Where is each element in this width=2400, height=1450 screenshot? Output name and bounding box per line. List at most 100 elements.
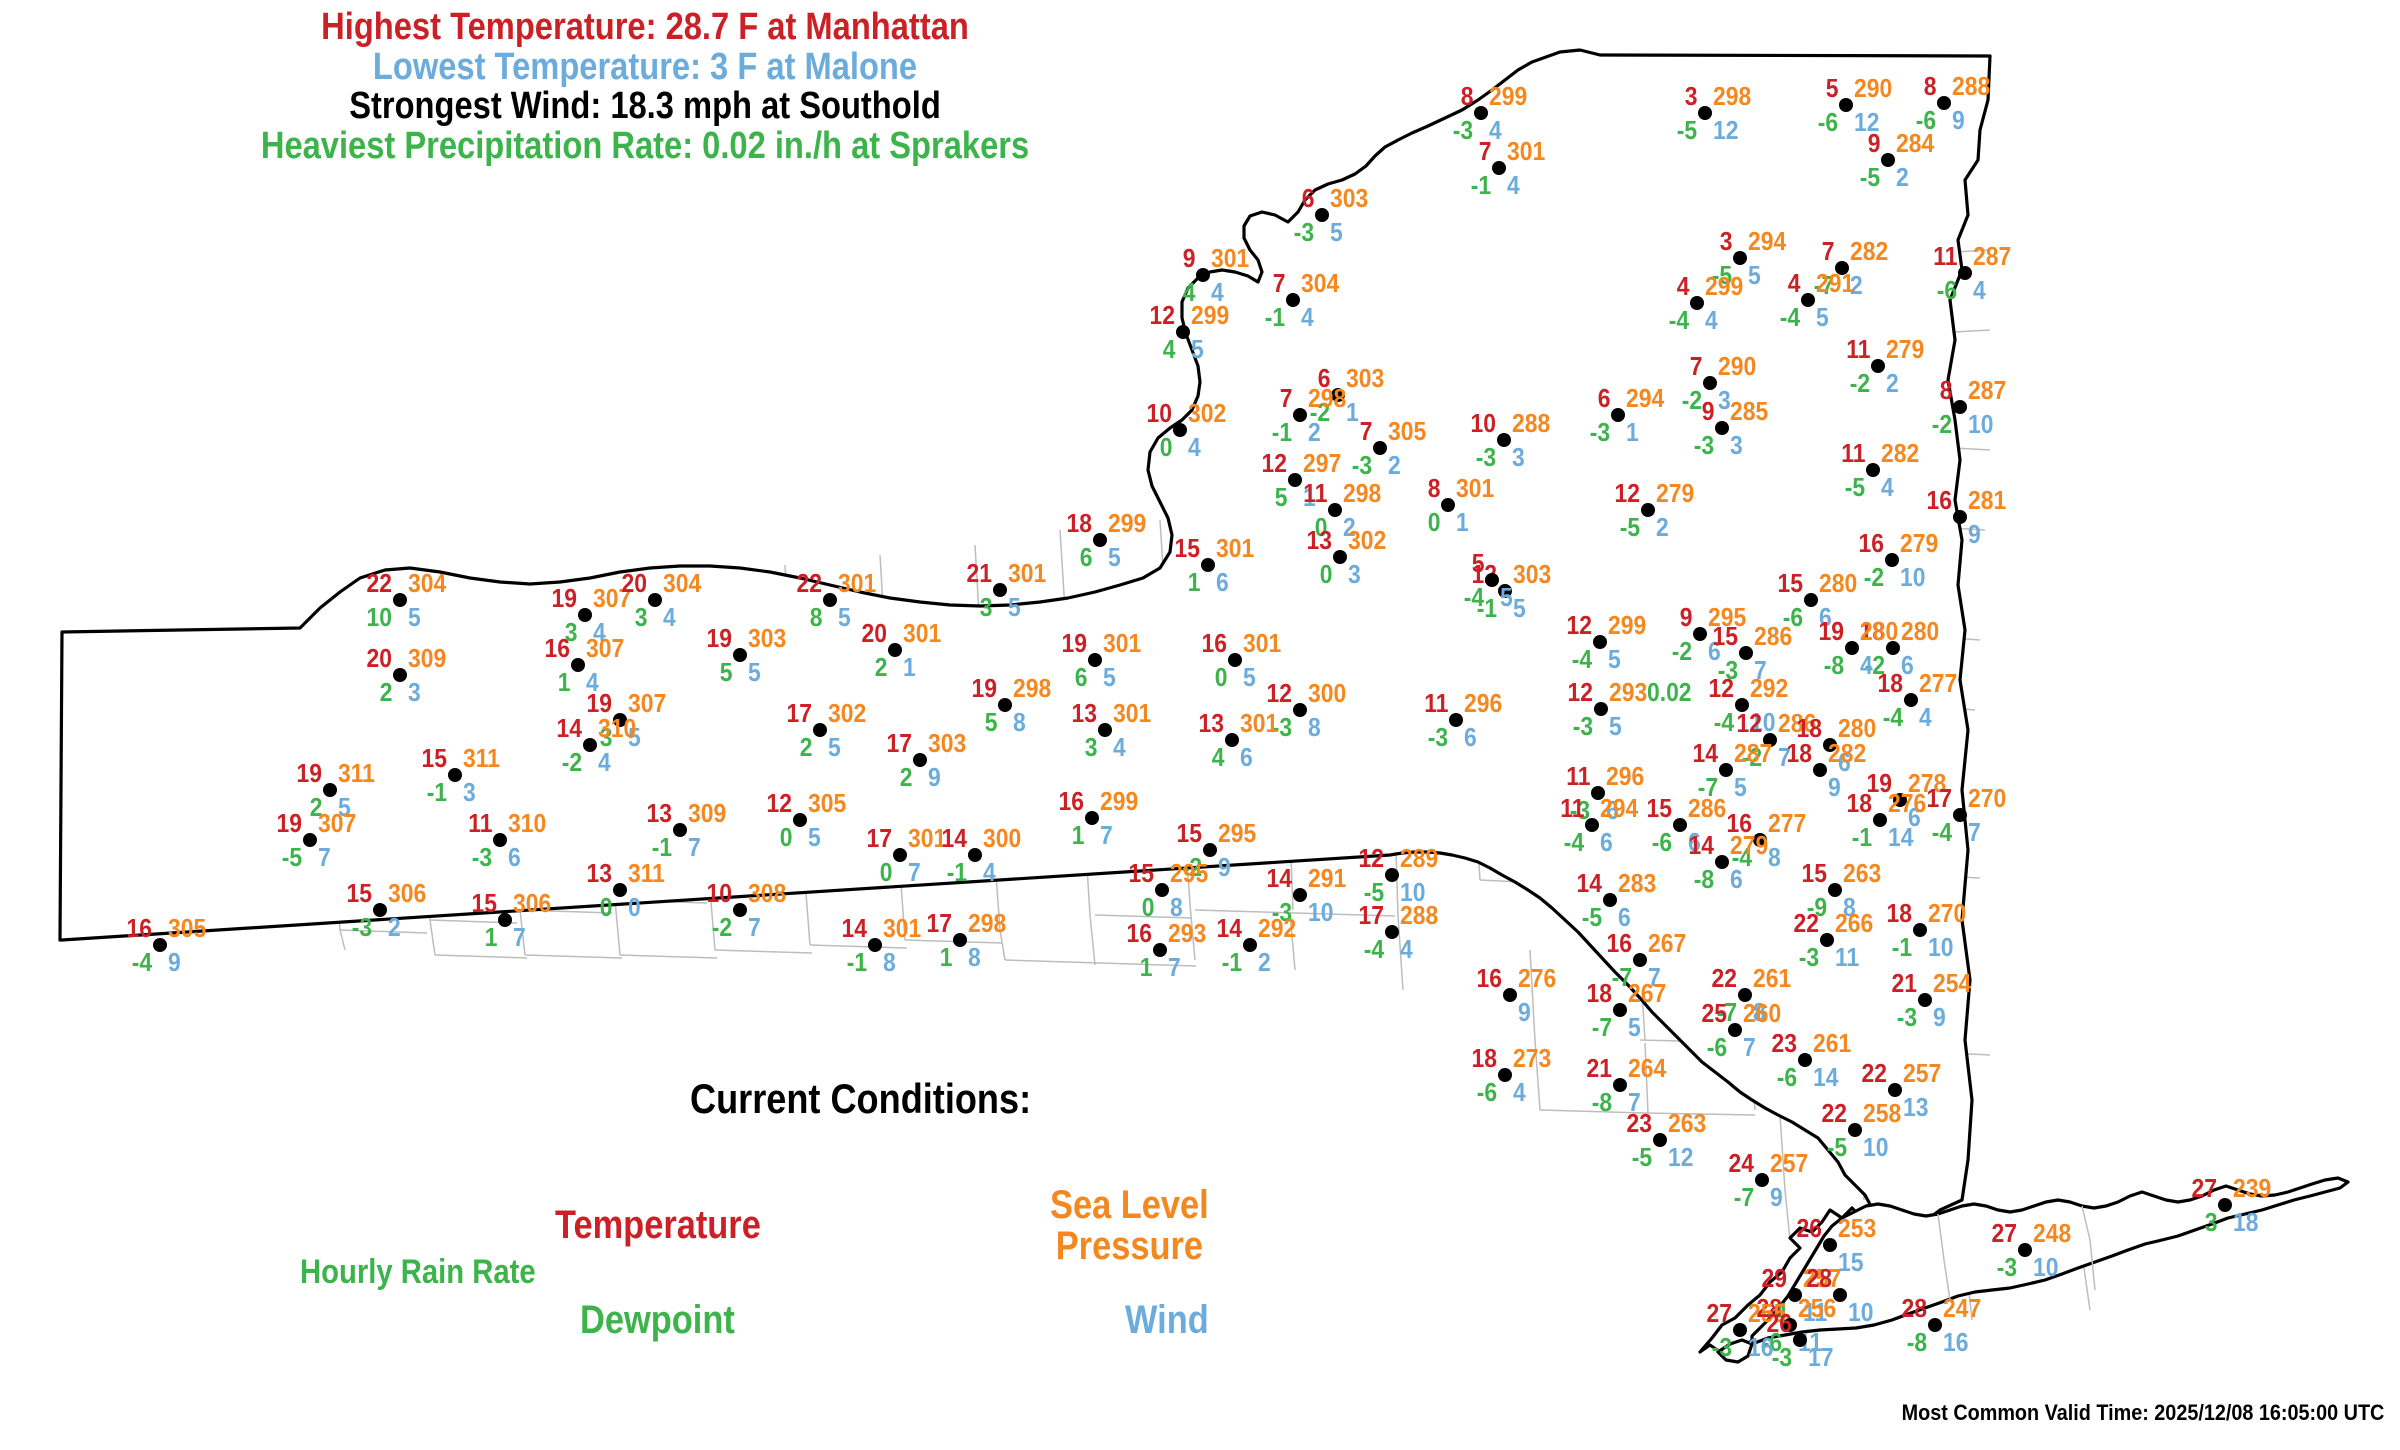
station-pressure: 287 bbox=[1968, 375, 2007, 405]
station-marker bbox=[888, 643, 902, 657]
station-dewpoint: -8 bbox=[1906, 1327, 1927, 1357]
station-temperature: 7 bbox=[1272, 268, 1285, 298]
station-temperature: 15 bbox=[1646, 793, 1672, 823]
station-wind: 10 bbox=[1928, 932, 1954, 962]
station-dewpoint: 6 bbox=[1074, 662, 1087, 692]
headline-block: Highest Temperature: 28.7 F at Manhattan… bbox=[0, 7, 1290, 166]
station-pressure: 301 bbox=[1240, 708, 1279, 738]
station-pressure: 264 bbox=[1628, 1053, 1667, 1083]
station-dewpoint: -5 bbox=[1859, 162, 1880, 192]
station-wind: 7 bbox=[513, 922, 526, 952]
station-temperature: 10 bbox=[706, 878, 732, 908]
station-marker bbox=[1715, 855, 1729, 869]
station-dewpoint: -4 bbox=[1668, 305, 1689, 335]
station-marker bbox=[1449, 713, 1463, 727]
station-pressure: 282 bbox=[1850, 236, 1889, 266]
station-temperature: 14 bbox=[1266, 863, 1292, 893]
station-temperature: 21 bbox=[966, 558, 992, 588]
long-island bbox=[1750, 1176, 2350, 1346]
station-marker bbox=[1673, 818, 1687, 832]
station-pressure: 263 bbox=[1843, 858, 1882, 888]
station-pressure: 311 bbox=[628, 858, 665, 888]
station-temperature: 21 bbox=[1586, 1053, 1612, 1083]
station-pressure: 281 bbox=[1968, 485, 2007, 515]
station-pressure: 304 bbox=[1301, 268, 1340, 298]
station-pressure: 303 bbox=[1346, 363, 1385, 393]
station-marker bbox=[1497, 433, 1511, 447]
station-wind: 9 bbox=[1952, 105, 1965, 135]
station-temperature: 6 bbox=[1301, 183, 1314, 213]
station-pressure: 257 bbox=[1770, 1148, 1809, 1178]
station-dewpoint: -4 bbox=[1571, 644, 1592, 674]
station-temperature: 11 bbox=[1302, 478, 1327, 508]
station-marker bbox=[1225, 733, 1239, 747]
station-temperature: 15 bbox=[421, 743, 447, 773]
station-temperature: 14 bbox=[1688, 830, 1714, 860]
station-temperature: 12 bbox=[766, 788, 792, 818]
station-dewpoint: -1 bbox=[1851, 822, 1872, 852]
station-pressure: 304 bbox=[408, 568, 447, 598]
station-marker bbox=[1755, 1173, 1769, 1187]
station-pressure: 279 bbox=[1886, 334, 1925, 364]
station-dewpoint: -1 bbox=[1476, 593, 1497, 623]
station-dewpoint: 3 bbox=[979, 592, 992, 622]
station-dewpoint: 3 bbox=[599, 722, 612, 752]
station-dewpoint: -3 bbox=[1271, 897, 1292, 927]
station-pressure: 239 bbox=[2233, 1173, 2272, 1203]
station-wind: 16 bbox=[1748, 1332, 1774, 1362]
station-marker bbox=[1693, 627, 1707, 641]
station-dewpoint: -6 bbox=[1915, 105, 1936, 135]
station-temperature: 18 bbox=[1786, 738, 1812, 768]
station-pressure: 305 bbox=[808, 788, 847, 818]
station-pressure: 303 bbox=[1330, 183, 1369, 213]
station-dewpoint: 5 bbox=[1274, 482, 1287, 512]
station-wind: 4 bbox=[663, 602, 676, 632]
station-dewpoint: -3 bbox=[1293, 217, 1314, 247]
station-marker bbox=[1839, 98, 1853, 112]
station-marker bbox=[1492, 161, 1506, 175]
station-temperature: 5 bbox=[1825, 73, 1838, 103]
station-dewpoint: -3 bbox=[1475, 442, 1496, 472]
station-temperature: 21 bbox=[1891, 968, 1917, 998]
station-wind: 12 bbox=[1854, 107, 1880, 137]
station-temperature: 22 bbox=[1861, 1058, 1887, 1088]
station-pressure: 277 bbox=[1768, 808, 1807, 838]
station-wind: 4 bbox=[1301, 302, 1314, 332]
station-temperature: 22 bbox=[796, 568, 822, 598]
station-marker bbox=[1633, 953, 1647, 967]
station-temperature: 13 bbox=[1071, 698, 1097, 728]
station-pressure: 256 bbox=[1798, 1293, 1837, 1323]
station-marker bbox=[1763, 733, 1777, 747]
station-pressure: 255 bbox=[1748, 1298, 1787, 1328]
station-pressure: 258 bbox=[1863, 1098, 1902, 1128]
station-wind: 6 bbox=[1819, 602, 1832, 632]
staten-island bbox=[1716, 1338, 1754, 1364]
station-wind: 5 bbox=[1628, 1012, 1641, 1042]
station-dewpoint: -6 bbox=[1936, 275, 1957, 305]
station-wind: 7 bbox=[318, 842, 331, 872]
legend-slp-line2: Pressure bbox=[1055, 1223, 1203, 1268]
station-wind: 5 bbox=[1609, 711, 1622, 741]
station-wind: 12 bbox=[1713, 115, 1739, 145]
station-pressure: 306 bbox=[513, 888, 552, 918]
station-dewpoint: 0 bbox=[1319, 559, 1332, 589]
station-dewpoint: -2 bbox=[561, 747, 582, 777]
station-temperature: 12 bbox=[1736, 708, 1762, 738]
station-wind: 6 bbox=[1838, 747, 1851, 777]
station-pressure: 302 bbox=[1348, 525, 1387, 555]
station-temperature: 15 bbox=[1128, 858, 1154, 888]
station-dewpoint: -5 bbox=[1631, 1142, 1652, 1172]
station-wind: 5 bbox=[408, 602, 421, 632]
station-wind: 5 bbox=[1734, 772, 1747, 802]
station-marker bbox=[1243, 938, 1257, 952]
station-marker bbox=[813, 723, 827, 737]
station-pressure: 301 bbox=[1008, 558, 1047, 588]
station-pressure: 298 bbox=[968, 908, 1007, 938]
station-marker bbox=[2018, 1243, 2032, 1257]
station-temperature: 22 bbox=[1821, 1098, 1847, 1128]
station-wind: 8 bbox=[883, 947, 896, 977]
station-temperature: 17 bbox=[926, 908, 952, 938]
station-dewpoint: 0 bbox=[879, 857, 892, 887]
station-marker bbox=[493, 833, 507, 847]
